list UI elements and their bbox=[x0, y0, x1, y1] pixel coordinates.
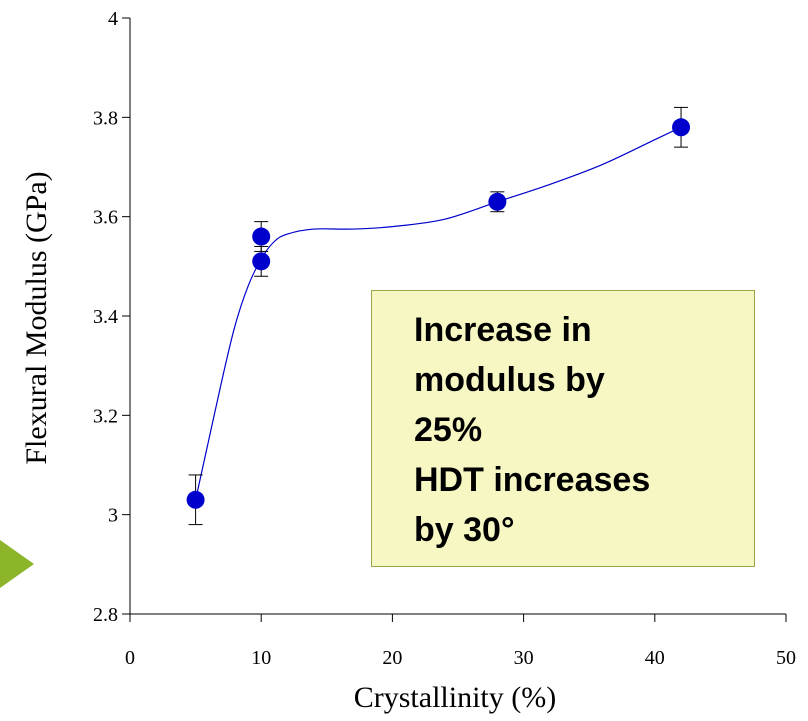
x-axis-title: Crystallinity (%) bbox=[354, 681, 556, 714]
fit-curve bbox=[195, 126, 682, 500]
x-tick-label: 30 bbox=[514, 647, 534, 669]
x-tick-label: 0 bbox=[125, 647, 135, 669]
data-point bbox=[186, 490, 205, 509]
annotation-box bbox=[371, 290, 755, 567]
ticks: 0 10 20 30 40 50 2.8 3 3.2 3.4 3.6 3.8 4 bbox=[93, 8, 796, 669]
y-tick-label: 3.6 bbox=[93, 207, 118, 229]
y-tick-label: 3.8 bbox=[93, 107, 118, 129]
y-axis-title: Flexural Modulus (GPa) bbox=[20, 171, 53, 464]
annotation-line-2: modulus by bbox=[414, 361, 605, 399]
data-point bbox=[252, 252, 271, 271]
data-point bbox=[672, 118, 691, 137]
y-tick-label: 2.8 bbox=[93, 604, 118, 626]
y-tick-label: 3.4 bbox=[93, 306, 118, 328]
annotation-line-1: Increase in bbox=[414, 311, 592, 349]
y-tick-label: 4 bbox=[108, 8, 118, 30]
x-tick-label: 50 bbox=[776, 647, 796, 669]
data-points bbox=[186, 118, 691, 509]
data-point bbox=[252, 227, 271, 246]
data-point bbox=[488, 192, 507, 211]
y-tick-label: 3 bbox=[108, 505, 118, 527]
annotation-line-4: HDT increases bbox=[414, 461, 651, 499]
x-tick-label: 10 bbox=[251, 647, 271, 669]
x-tick-label: 40 bbox=[645, 647, 665, 669]
x-tick-label: 20 bbox=[382, 647, 402, 669]
annotation-line-3: 25% bbox=[414, 411, 483, 449]
y-tick-label: 3.2 bbox=[93, 405, 118, 427]
pointer-arrow-icon bbox=[0, 540, 34, 588]
annotation-line-5: by 30° bbox=[414, 511, 515, 549]
